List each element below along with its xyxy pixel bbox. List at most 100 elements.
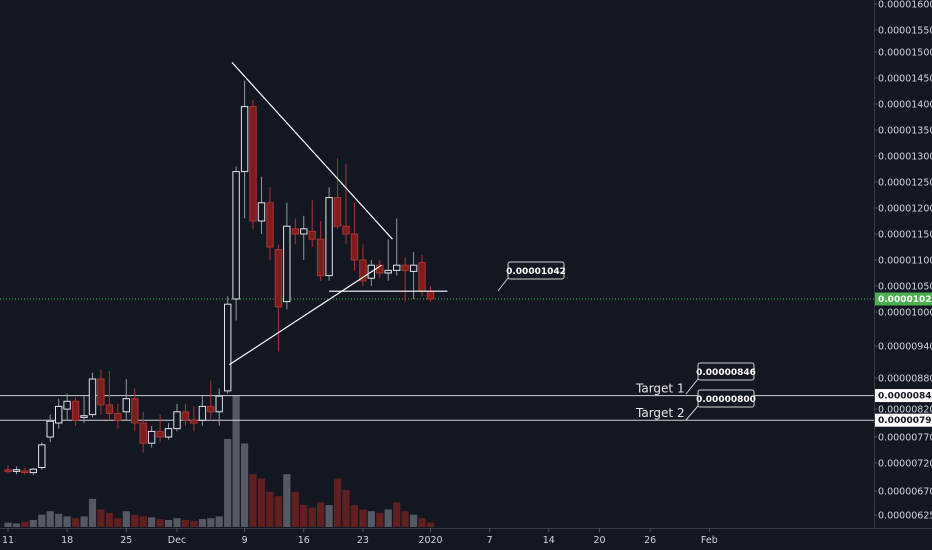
- candle-body: [4, 469, 12, 472]
- volume-bar: [190, 520, 198, 527]
- candle-body: [55, 405, 63, 424]
- volume-bar: [164, 520, 173, 527]
- callout-box[interactable]: [697, 362, 755, 381]
- trendlines-layer[interactable]: [229, 61, 448, 366]
- candle-body: [147, 430, 156, 444]
- volume-bar: [55, 513, 63, 527]
- price-tick-label: 0.00001100: [878, 256, 932, 267]
- volume-bar: [359, 509, 367, 527]
- candle-body: [173, 411, 181, 430]
- price-tick-label: 0.00001550: [878, 26, 932, 37]
- candle: [21, 467, 29, 475]
- volume-bar: [21, 521, 29, 527]
- candle: [164, 423, 173, 440]
- volume-bar: [426, 522, 435, 527]
- candle-body: [190, 419, 198, 424]
- time-tick-label: Feb: [701, 535, 718, 546]
- candle: [12, 466, 21, 475]
- volume-bar: [173, 518, 181, 527]
- time-tick-label: Dec: [168, 535, 186, 546]
- price-tick-label: 0.00001050: [878, 282, 932, 293]
- candle: [266, 187, 274, 260]
- candle: [240, 80, 249, 219]
- candle-body: [266, 202, 274, 248]
- callout-value: 0.00000800: [696, 395, 756, 405]
- volume-bar: [418, 518, 426, 527]
- callout-leader: [497, 277, 509, 292]
- volume-bar: [181, 520, 189, 527]
- price-axis[interactable]: 0.00001600 0.00001550 0.00001500 0.00001450…: [874, 0, 932, 528]
- price-tick-label: 0.00001250: [878, 178, 932, 189]
- target-price-badge-label: 0.00000846: [878, 392, 932, 402]
- volume-bar: [249, 474, 257, 527]
- volume-bar: [291, 491, 299, 527]
- candle: [147, 425, 156, 448]
- callout-box[interactable]: [507, 261, 565, 280]
- candle-body: [224, 303, 232, 392]
- volume-bar: [88, 498, 97, 527]
- trendline-upper[interactable]: [231, 61, 393, 240]
- time-tick-label: 26: [644, 535, 656, 546]
- price-tick-label: 0.00001350: [878, 126, 932, 137]
- target-price-badge: [875, 413, 932, 427]
- volume-bar: [274, 496, 282, 527]
- candle-body: [97, 378, 105, 406]
- price-tick-label: 0.00001400: [878, 100, 932, 111]
- price-tick-label: 0.00001600: [878, 0, 932, 11]
- candle-body: [359, 259, 367, 282]
- candle: [359, 244, 367, 286]
- candle-body: [12, 469, 21, 472]
- time-tick-label: 7: [487, 535, 493, 546]
- candle-body: [409, 264, 418, 272]
- price-tick-label: 0.00000940: [878, 342, 932, 353]
- candle: [173, 403, 181, 432]
- volume-bar: [401, 511, 409, 527]
- price-tick-label: 0.00001200: [878, 204, 932, 215]
- candle: [122, 379, 130, 421]
- callout-box[interactable]: [697, 389, 755, 408]
- time-tick-label: 18: [61, 535, 73, 546]
- price-tick-label: 0.00000625: [878, 511, 932, 522]
- candle-body: [342, 225, 350, 235]
- price-tick-label: 0.00001450: [878, 74, 932, 85]
- candles-layer: [4, 80, 435, 476]
- time-axis[interactable]: 11 18 25 Dec 9 16 23 2020 7 14 20 26 Feb: [0, 528, 932, 546]
- volume-bar: [300, 505, 308, 527]
- candle-body: [393, 264, 401, 271]
- volume-bar: [384, 509, 392, 527]
- candle: [207, 380, 215, 421]
- candle: [88, 372, 97, 418]
- candle: [80, 396, 88, 423]
- candle-body: [384, 269, 392, 274]
- candle-body: [71, 400, 80, 421]
- candle-body: [80, 415, 88, 418]
- candle: [232, 166, 240, 321]
- price-tick-label: 0.00000820: [878, 405, 932, 416]
- volume-bar: [224, 439, 232, 527]
- candle: [308, 200, 316, 247]
- volume-bar: [266, 491, 274, 527]
- candle-body: [198, 405, 207, 421]
- time-tick-label: 11: [2, 535, 14, 546]
- candle-body: [181, 411, 190, 421]
- candle: [131, 388, 139, 432]
- callout-leader: [685, 405, 699, 421]
- candle-body: [350, 233, 359, 261]
- volume-bar: [308, 507, 316, 527]
- candle-body: [249, 106, 257, 222]
- time-tick-label: 16: [298, 535, 310, 546]
- candle: [190, 406, 198, 432]
- candle: [114, 403, 122, 429]
- current-price-badge: [875, 292, 932, 306]
- volume-bar: [156, 519, 164, 527]
- volume-bar: [207, 518, 215, 527]
- candle: [316, 221, 325, 281]
- candle-body: [257, 202, 266, 222]
- trendline-lower[interactable]: [229, 264, 382, 366]
- volume-bar: [38, 514, 46, 527]
- candle: [384, 239, 392, 281]
- candle: [181, 403, 190, 426]
- target-price-badge-label: 0.00000799: [878, 416, 932, 426]
